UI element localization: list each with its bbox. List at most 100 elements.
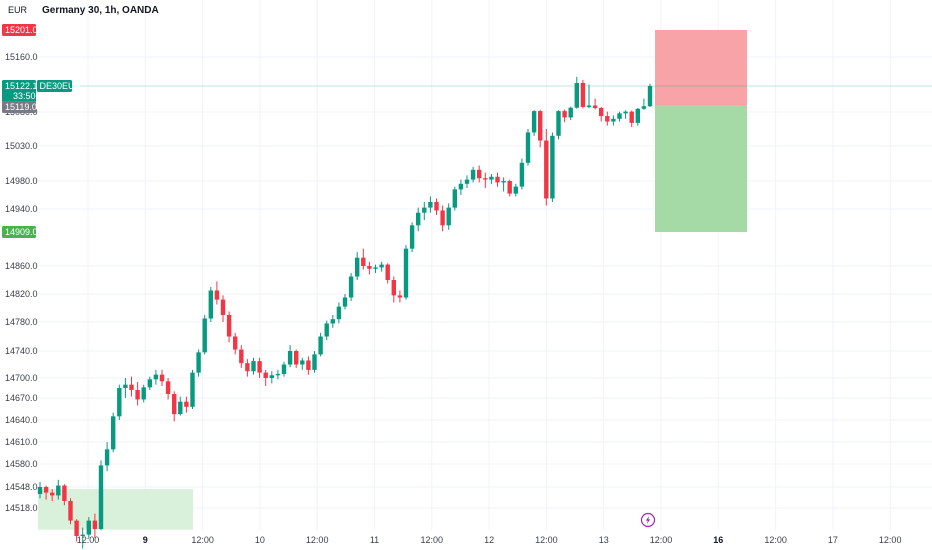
symbol-tag: DE30EUR [37,80,82,92]
candle-body [495,176,500,183]
candle-body [68,501,73,521]
candle-body [422,207,427,213]
candle-body [159,374,165,382]
candle-body [318,336,323,355]
candle-body [306,360,311,370]
candle-body [391,280,396,296]
candle [483,172,488,188]
candle-body [592,105,598,109]
candle-body [635,108,640,123]
candle-body [519,162,525,187]
svg-text:DE30EUR: DE30EUR [40,81,82,91]
candle [379,261,384,272]
y-axis: 15160.015080.015030.014980.014940.014860… [5,52,38,513]
candle [233,332,238,355]
candle-body [586,105,592,107]
candle [324,320,329,341]
candle [86,517,91,539]
candle-body [385,264,390,280]
stop-price-tag: 15201.0 [2,24,38,36]
candle-body [111,416,116,450]
x-tick-label: 12:00 [535,535,558,545]
candle-body [330,319,335,324]
candle-body [434,202,439,211]
y-tick-label: 14980.0 [5,176,38,186]
candle-body [98,465,104,529]
candle-body [403,248,409,298]
candle [98,460,104,531]
stop-loss-zone [655,30,747,105]
candle [409,222,415,253]
candle [544,129,549,206]
candle-body [263,372,268,378]
y-tick-label: 14820.0 [5,289,38,299]
candle [586,84,592,109]
candle [422,202,427,221]
candle-body [470,169,476,180]
candle-body [611,118,616,122]
candle-body [489,176,494,180]
candle-body [373,267,378,269]
candle-body [379,264,384,268]
y-tick-label: 14580.0 [5,459,38,469]
svg-text:15122.1: 15122.1 [5,81,38,91]
candle-body [202,318,207,353]
candle-body [239,349,244,364]
candle [306,356,311,375]
candle-body [501,181,506,183]
candle [446,203,451,230]
candle [385,263,390,284]
lightning-icon[interactable] [640,512,656,528]
x-tick-label: 13 [599,535,609,545]
candle-body [129,384,134,390]
candle [312,351,317,373]
candle [300,357,305,370]
candle [330,315,335,328]
candlestick-series [37,76,653,549]
target-price-tag: 14909.0 [2,226,38,238]
candle-body [37,487,43,494]
candle [495,172,500,187]
candle-body [233,336,238,350]
candle-body [251,361,256,372]
candle-body [531,111,537,133]
candle [525,129,531,166]
y-tick-label: 15030.0 [5,141,38,151]
candle [294,349,299,368]
y-tick-label: 14860.0 [5,261,38,271]
candle [434,198,439,215]
candle [635,108,640,126]
candle [287,345,293,368]
candle-body [80,534,85,536]
candle-body [336,306,342,320]
x-tick-label: 11 [370,535,379,545]
svg-text:15201.0: 15201.0 [5,25,38,35]
candle [251,357,256,375]
candle-body [300,360,305,365]
candle-body [245,363,250,372]
candle-body [56,485,61,496]
last-price-tag: 15122.133:50 [2,80,38,102]
candle [37,481,43,499]
candle-body [190,372,195,407]
candle-body [214,290,220,300]
candle-body [513,186,518,194]
candle-body [562,111,567,118]
candle [647,83,653,107]
demand-zone [38,489,193,530]
chart-title: Germany 30, 1h, OANDA [42,5,159,16]
candle [111,412,116,453]
candle-body [287,351,293,365]
candle [617,111,622,122]
candle [641,98,647,110]
candle-body [220,299,226,315]
svg-text:15119.0: 15119.0 [5,102,37,112]
candle-body [556,111,561,136]
candle-body [605,116,610,122]
candle [361,248,366,270]
candle-body [165,381,171,394]
x-tick-label: 12:00 [77,535,100,545]
candle-body [617,113,622,119]
